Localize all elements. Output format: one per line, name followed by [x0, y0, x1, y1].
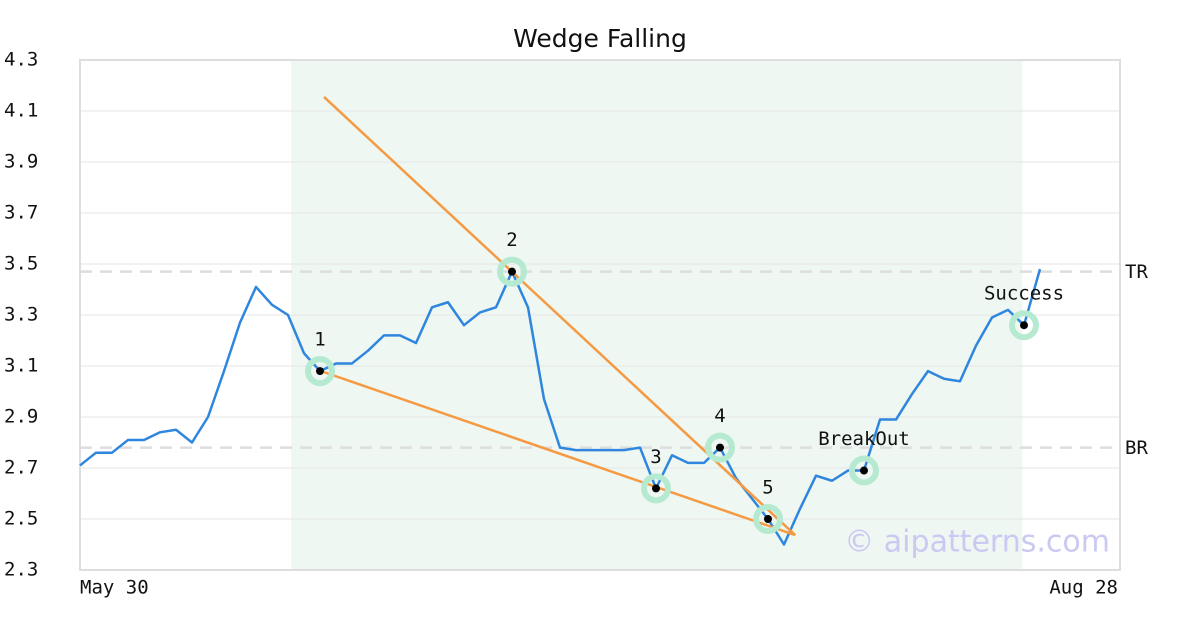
marker-halo — [305, 356, 335, 387]
marker-halo — [705, 432, 735, 463]
marker-label: 5 — [762, 477, 773, 499]
marker-dot — [316, 367, 324, 376]
y-tick-label: 3.3 — [4, 304, 38, 326]
marker-halo — [1009, 310, 1039, 341]
y-tick-label: 3.5 — [4, 253, 38, 275]
y-tick-label: 2.9 — [4, 406, 38, 428]
y-tick-label: 3.9 — [4, 151, 38, 173]
marker-dot — [764, 515, 772, 523]
marker-label: 4 — [714, 405, 725, 427]
marker-label: Success — [984, 283, 1064, 305]
y-tick-label: 2.7 — [4, 457, 38, 479]
y-tick-label: 2.3 — [4, 559, 38, 581]
marker-label: 1 — [314, 329, 325, 351]
marker-dot — [508, 267, 516, 276]
level-label: TR — [1125, 261, 1148, 283]
price-line — [79, 268, 1042, 546]
marker-dot — [860, 466, 868, 475]
y-tick-label: 3.1 — [4, 355, 38, 377]
marker-halo — [641, 473, 671, 504]
marker-dot — [1020, 321, 1028, 330]
marker-label: 3 — [650, 446, 661, 468]
marker-label: 2 — [506, 229, 517, 251]
y-tick-label: 2.5 — [4, 508, 38, 530]
marker-halo — [849, 455, 879, 486]
marker-label: BreakOut — [818, 428, 910, 450]
x-tick-label: May 30 — [80, 577, 149, 599]
marker-halo — [497, 256, 527, 287]
marker-dot — [652, 484, 660, 493]
watermark: © aipatterns.com — [844, 525, 1110, 560]
x-tick-label: Aug 28 — [1049, 577, 1118, 599]
plot-border — [79, 59, 1121, 571]
marker-halo — [753, 504, 783, 534]
trend-line — [323, 370, 796, 537]
y-tick-label: 4.3 — [4, 49, 38, 71]
marker-dot — [716, 443, 724, 452]
level-label: BR — [1125, 437, 1148, 459]
y-tick-label: 3.7 — [4, 202, 38, 224]
chart-title: Wedge Falling — [513, 24, 687, 53]
y-tick-label: 4.1 — [4, 100, 38, 122]
